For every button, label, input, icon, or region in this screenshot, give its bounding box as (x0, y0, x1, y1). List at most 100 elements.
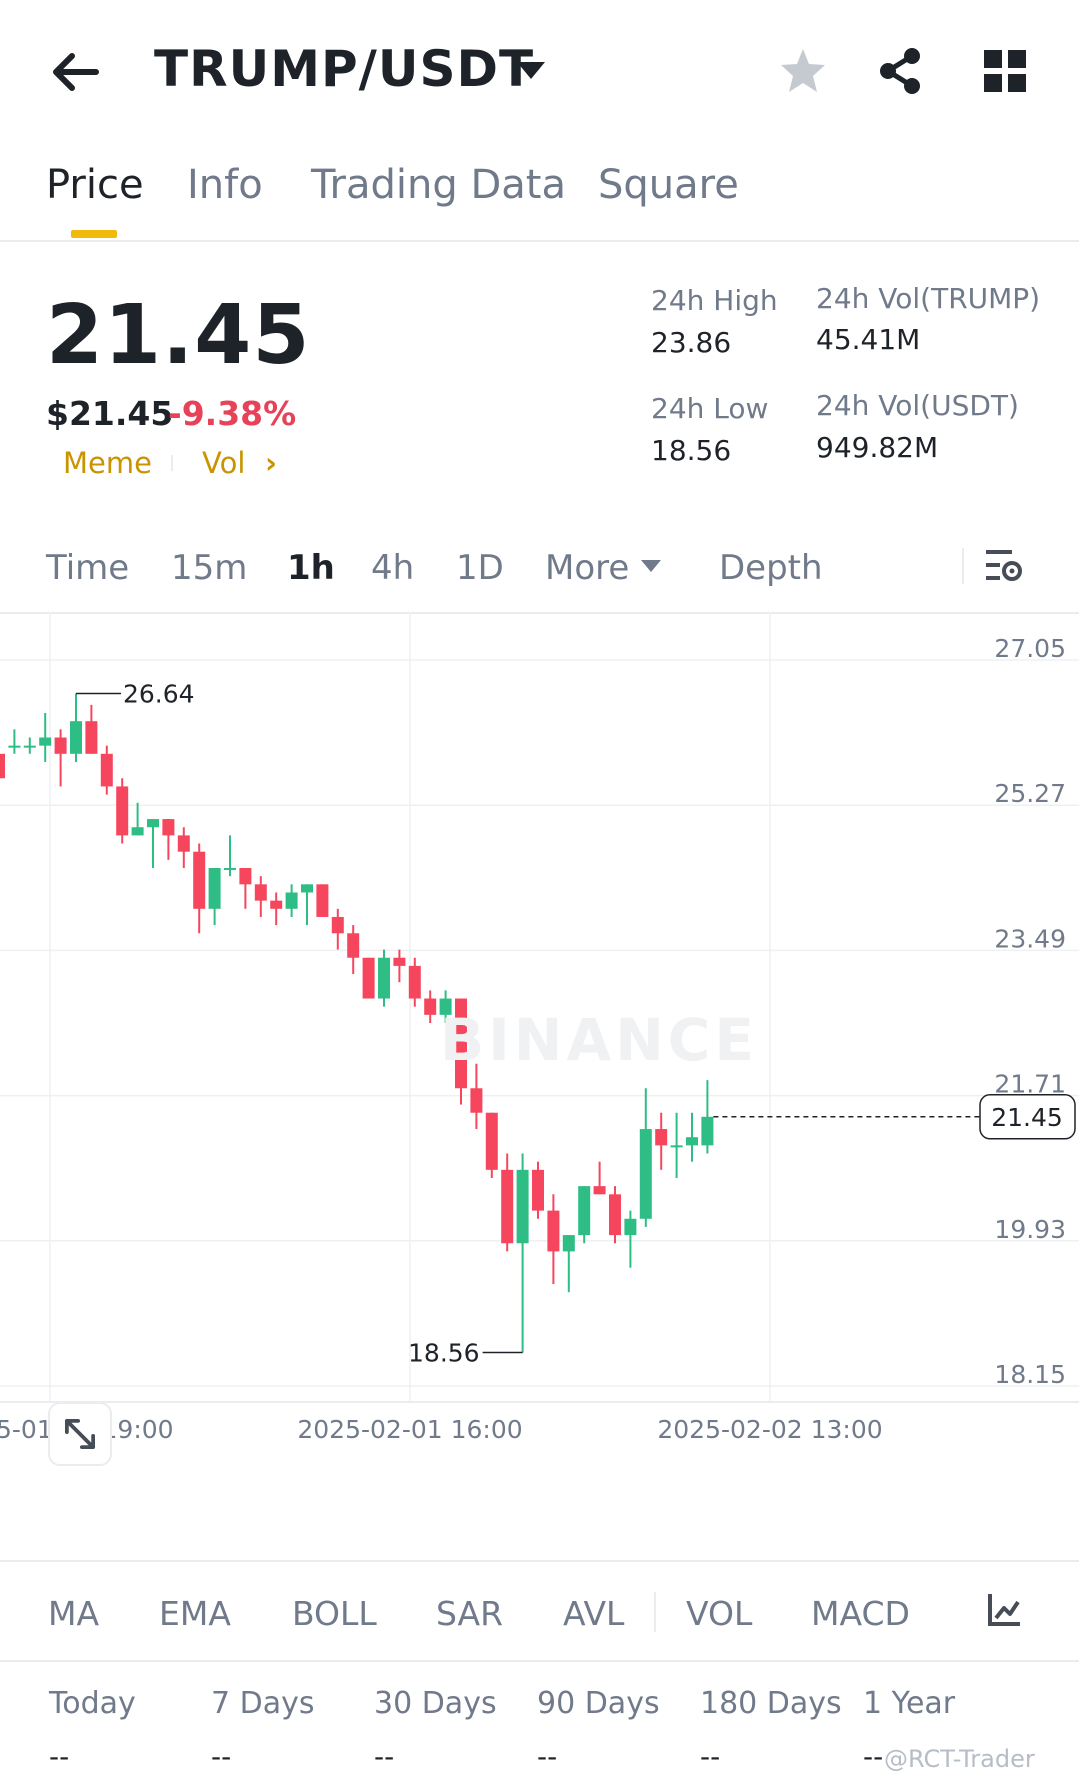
chevron-right-icon[interactable]: › (265, 446, 277, 480)
candle-up (639, 1129, 652, 1219)
stat-vol-quote-label: 24h Vol(USDT) (816, 389, 1019, 422)
candle-up (8, 745, 21, 748)
candle-down (116, 786, 129, 836)
last-price-badge (979, 1094, 1076, 1140)
timeframe-more[interactable]: More (545, 548, 630, 588)
chart-top-divider (0, 612, 1079, 614)
return-value-30d: -- (374, 1740, 395, 1773)
candle-down (485, 1112, 498, 1170)
timeframe-depth[interactable]: Depth (719, 548, 823, 588)
candle-down (54, 737, 67, 754)
stat-low-value: 18.56 (651, 434, 732, 467)
timeframe-separator (962, 548, 964, 584)
timeframe-15m[interactable]: 15m (171, 548, 248, 588)
back-arrow-icon[interactable] (46, 44, 102, 100)
stat-high-label: 24h High (651, 284, 778, 317)
dropdown-caret-icon[interactable] (517, 62, 545, 79)
tab-price[interactable]: Price (46, 162, 144, 208)
expand-chart-icon[interactable] (48, 1402, 112, 1466)
return-value-90d: -- (537, 1740, 558, 1773)
candle-up (39, 737, 52, 746)
candle-up (301, 884, 313, 893)
indicator-ema[interactable]: EMA (159, 1594, 231, 1633)
candle-up (285, 892, 298, 909)
tag-separator (171, 455, 173, 471)
candle-up (208, 868, 221, 909)
return-label-today: Today (49, 1686, 136, 1721)
indicator-separator (654, 1592, 656, 1632)
y-axis-label: 25.27 (994, 779, 1066, 808)
x-axis-label: 2025-02-02 13:00 (657, 1415, 882, 1444)
return-value-7d: -- (211, 1740, 232, 1773)
candle-down (501, 1169, 514, 1244)
y-axis-label: 21.71 (994, 1070, 1066, 1099)
tabs-divider (0, 240, 1079, 242)
stat-high-value: 23.86 (651, 326, 732, 359)
return-value-180d: -- (700, 1740, 721, 1773)
grid-apps-icon[interactable] (984, 50, 1026, 92)
pair-title[interactable]: TRUMP/USDT (154, 40, 535, 98)
y-axis-label: 18.15 (994, 1360, 1066, 1389)
candle-up (378, 957, 390, 999)
return-label-90d: 90 Days (537, 1686, 660, 1721)
timeframe-4h[interactable]: 4h (371, 548, 415, 588)
candle-down (100, 753, 113, 787)
return-label-30d: 30 Days (374, 1686, 497, 1721)
candle-down (270, 900, 283, 909)
candle-up (686, 1137, 698, 1146)
timeframe-1d[interactable]: 1D (456, 548, 504, 588)
candle-down (193, 851, 206, 909)
last-price: 21.45 (46, 288, 311, 383)
indicator-top-divider (0, 1560, 1079, 1562)
chart-settings-icon[interactable] (984, 546, 1024, 586)
candle-down (455, 998, 467, 1089)
indicator-avl[interactable]: AVL (563, 1594, 625, 1633)
star-icon[interactable] (778, 46, 828, 96)
return-value-1y: -- (863, 1740, 884, 1773)
candle-up (224, 868, 236, 871)
indicator-macd[interactable]: MACD (811, 1594, 910, 1633)
price-change: -9.38% (168, 394, 297, 433)
candle-down (593, 1186, 606, 1195)
tab-info[interactable]: Info (187, 162, 263, 208)
timeframe-time[interactable]: Time (46, 548, 130, 588)
y-axis-label: 19.93 (994, 1215, 1066, 1244)
candle-down (0, 753, 5, 779)
candle-down (408, 965, 421, 999)
indicator-boll[interactable]: BOLL (292, 1594, 377, 1633)
y-axis-label: 23.49 (994, 924, 1066, 953)
more-caret-icon[interactable] (641, 560, 661, 572)
last-price-label: 21.45 (991, 1103, 1063, 1132)
candle-up (624, 1218, 637, 1236)
candle-down (532, 1169, 544, 1211)
credit-watermark: @RCT-Trader (884, 1745, 1035, 1773)
stat-vol-base-label: 24h Vol(TRUMP) (816, 282, 1041, 315)
x-axis-label: 2025-02-01 16:00 (297, 1415, 522, 1444)
indicator-sar[interactable]: SAR (436, 1594, 504, 1633)
active-tab-indicator (71, 230, 117, 238)
binance-watermark: BINANCE (440, 1006, 758, 1074)
share-icon[interactable] (876, 46, 924, 96)
candle-down (85, 721, 98, 754)
indicator-vol[interactable]: VOL (686, 1594, 753, 1633)
timeframe-1h[interactable]: 1h (287, 548, 335, 588)
candle-up (516, 1169, 529, 1244)
candle-down (609, 1194, 621, 1236)
stat-vol-base-value: 45.41M (816, 323, 921, 356)
max-price-label: 26.64 (123, 679, 195, 708)
y-axis-label: 27.05 (994, 634, 1066, 663)
candle-down (316, 884, 329, 917)
tag-vol[interactable]: Vol (202, 446, 246, 480)
indicator-chart-icon[interactable] (986, 1590, 1022, 1630)
stat-low-label: 24h Low (651, 392, 769, 425)
candle-down (470, 1088, 483, 1113)
candle-down (655, 1129, 668, 1146)
indicator-ma[interactable]: MA (48, 1594, 100, 1633)
candle-down (362, 957, 375, 999)
tab-square[interactable]: Square (598, 162, 739, 208)
tag-meme[interactable]: Meme (63, 446, 152, 480)
candle-down (254, 884, 267, 901)
candle-down (177, 835, 190, 852)
tab-trading-data[interactable]: Trading Data (311, 162, 566, 208)
